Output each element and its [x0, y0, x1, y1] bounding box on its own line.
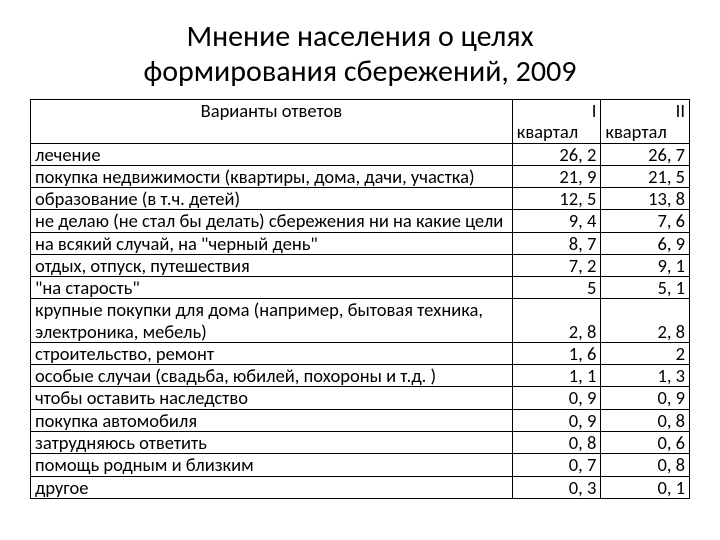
- row-label: не делаю (не стал бы делать) сбережения …: [31, 210, 513, 232]
- header-label: Варианты ответов: [31, 100, 513, 144]
- row-label: лечение: [31, 143, 513, 165]
- row-q1: 7, 2: [512, 254, 601, 276]
- table-row: образование (в т.ч. детей)12, 513, 8: [31, 188, 690, 210]
- row-q2: 7, 6: [601, 210, 690, 232]
- table-row: покупка недвижимости (квартиры, дома, да…: [31, 165, 690, 187]
- row-q2: 0, 1: [601, 476, 690, 498]
- table-row: строительство, ремонт1, 62: [31, 342, 690, 364]
- row-q2: 0, 9: [601, 387, 690, 409]
- row-q1: 1, 1: [512, 365, 601, 387]
- table-row: помощь родным и близким0, 70, 8: [31, 454, 690, 476]
- row-q1: 9, 4: [512, 210, 601, 232]
- table-row: крупные покупки для дома (например, быто…: [31, 299, 690, 343]
- row-q1: 0, 8: [512, 431, 601, 453]
- header-col1-top: I: [512, 100, 601, 122]
- row-q2: 1, 3: [601, 365, 690, 387]
- table-header-row: Варианты ответов I II: [31, 100, 690, 122]
- row-q1: 8, 7: [512, 232, 601, 254]
- row-label: "на старость": [31, 277, 513, 299]
- row-q2: 2, 8: [601, 299, 690, 343]
- row-q1: 0, 9: [512, 409, 601, 431]
- table-row: чтобы оставить наследство0, 90, 9: [31, 387, 690, 409]
- title-line1: Мнение населения о целях: [186, 18, 533, 55]
- row-q2: 26, 7: [601, 143, 690, 165]
- row-label: на всякий случай, на "черный день": [31, 232, 513, 254]
- row-q2: 0, 6: [601, 431, 690, 453]
- table-row: лечение26, 226, 7: [31, 143, 690, 165]
- row-q2: 13, 8: [601, 188, 690, 210]
- row-q2: 21, 5: [601, 165, 690, 187]
- table-row: затрудняюсь ответить0, 80, 6: [31, 431, 690, 453]
- header-col2-top: II: [601, 100, 690, 122]
- table-body: лечение26, 226, 7покупка недвижимости (к…: [31, 143, 690, 498]
- row-label: строительство, ремонт: [31, 342, 513, 364]
- table-row: на всякий случай, на "черный день"8, 76,…: [31, 232, 690, 254]
- table-row: особые случаи (свадьба, юбилей, похороны…: [31, 365, 690, 387]
- row-q2: 0, 8: [601, 454, 690, 476]
- row-q1: 12, 5: [512, 188, 601, 210]
- row-label: образование (в т.ч. детей): [31, 188, 513, 210]
- page-title: Мнение населения о целях формирования сб…: [30, 20, 690, 89]
- header-col2-bot: квартал: [601, 121, 690, 143]
- row-q1: 2, 8: [512, 299, 601, 343]
- row-q1: 5: [512, 277, 601, 299]
- table-row: не делаю (не стал бы делать) сбережения …: [31, 210, 690, 232]
- row-q1: 0, 3: [512, 476, 601, 498]
- row-label: крупные покупки для дома (например, быто…: [31, 299, 513, 343]
- row-label: помощь родным и близким: [31, 454, 513, 476]
- title-line2: формирования сбережений, 2009: [143, 53, 576, 90]
- row-label: другое: [31, 476, 513, 498]
- row-label: покупка автомобиля: [31, 409, 513, 431]
- data-table: Варианты ответов I II квартал квартал ле…: [30, 99, 690, 499]
- row-q1: 0, 7: [512, 454, 601, 476]
- table-row: другое0, 30, 1: [31, 476, 690, 498]
- row-q1: 0, 9: [512, 387, 601, 409]
- row-q2: 2: [601, 342, 690, 364]
- row-q2: 5, 1: [601, 277, 690, 299]
- table-row: отдых, отпуск, путешествия7, 29, 1: [31, 254, 690, 276]
- table-row: "на старость"55, 1: [31, 277, 690, 299]
- row-q1: 26, 2: [512, 143, 601, 165]
- table-row: покупка автомобиля0, 90, 8: [31, 409, 690, 431]
- row-q2: 0, 8: [601, 409, 690, 431]
- row-label: отдых, отпуск, путешествия: [31, 254, 513, 276]
- row-label: особые случаи (свадьба, юбилей, похороны…: [31, 365, 513, 387]
- row-q1: 1, 6: [512, 342, 601, 364]
- row-label: чтобы оставить наследство: [31, 387, 513, 409]
- row-q1: 21, 9: [512, 165, 601, 187]
- header-col1-bot: квартал: [512, 121, 601, 143]
- row-label: покупка недвижимости (квартиры, дома, да…: [31, 165, 513, 187]
- row-q2: 9, 1: [601, 254, 690, 276]
- row-label: затрудняюсь ответить: [31, 431, 513, 453]
- row-q2: 6, 9: [601, 232, 690, 254]
